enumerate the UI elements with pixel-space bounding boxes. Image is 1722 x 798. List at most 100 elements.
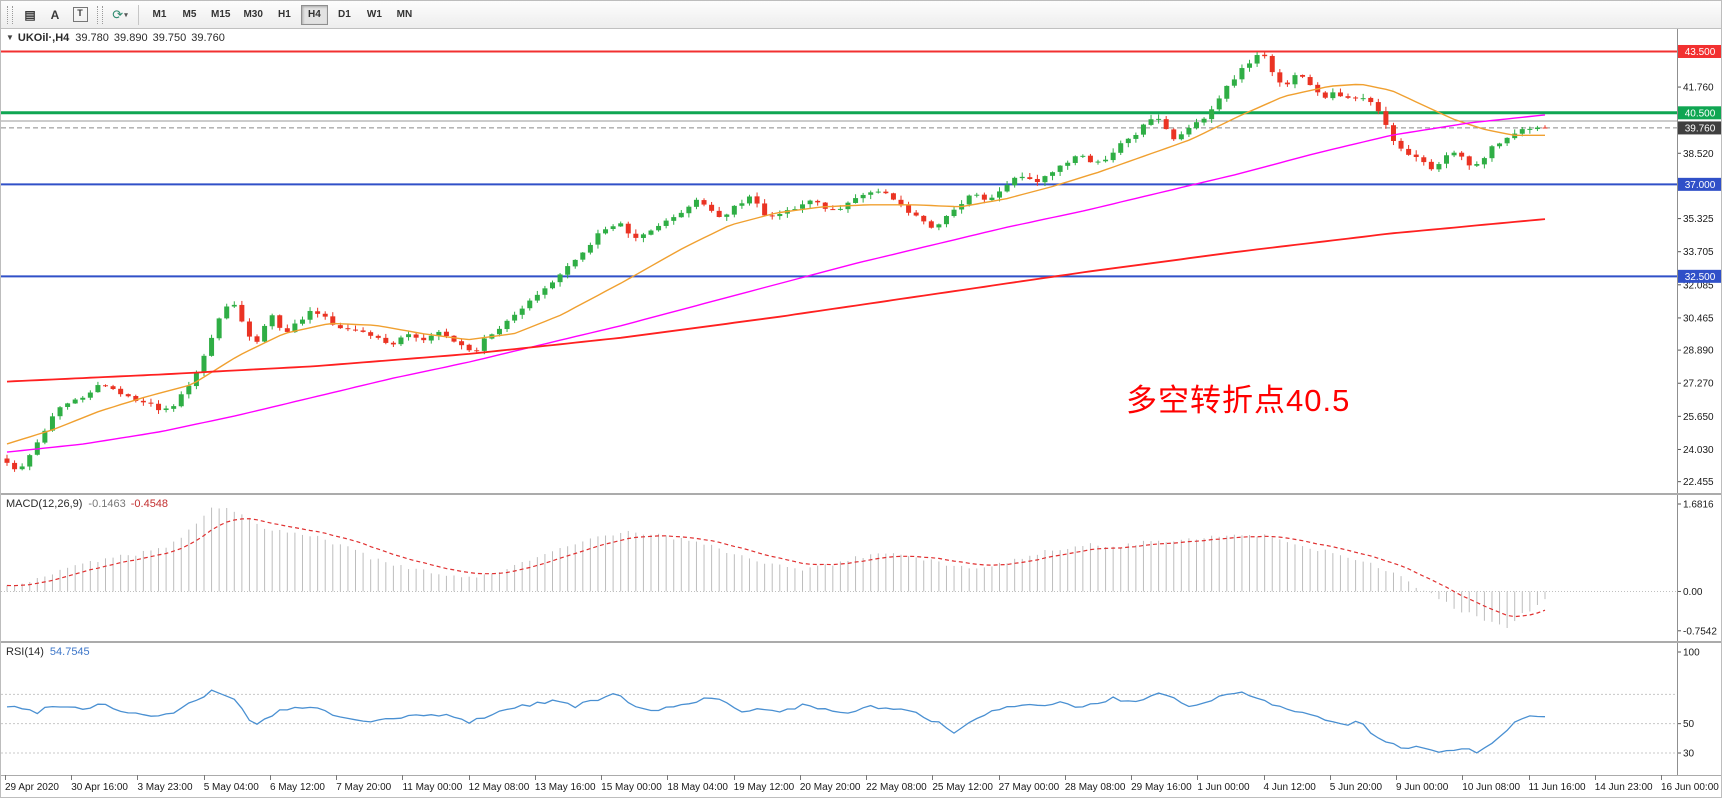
svg-text:40.500: 40.500 [1685, 108, 1716, 119]
panel-splitter[interactable] [1, 493, 1721, 495]
svg-text:1.6816: 1.6816 [1683, 500, 1714, 511]
time-label: 27 May 00:00 [998, 775, 1060, 793]
bar-chart-tool-button[interactable]: ▤ [18, 4, 42, 26]
svg-text:33.705: 33.705 [1683, 247, 1714, 258]
timeframe-button-mn[interactable]: MN [391, 5, 418, 25]
time-label: 19 May 12:00 [733, 775, 795, 793]
timeframe-button-w1[interactable]: W1 [361, 5, 388, 25]
toolbar-grip[interactable] [97, 5, 103, 24]
bar-chart-icon: ▤ [24, 7, 36, 22]
time-label: 30 Apr 16:00 [71, 775, 128, 793]
svg-text:37.000: 37.000 [1685, 180, 1716, 191]
text-annotation-tool-button[interactable]: A [43, 4, 67, 26]
timeframe-button-h4[interactable]: H4 [300, 4, 328, 25]
svg-text:39.760: 39.760 [1685, 123, 1716, 134]
cycle-arrows-icon: ⟳ [112, 6, 124, 22]
timeframe-button-m1[interactable]: M1 [146, 5, 173, 25]
time-label: 16 Jun 00:00 [1661, 775, 1719, 793]
svg-text:25.650: 25.650 [1683, 412, 1714, 423]
time-label: 28 May 08:00 [1064, 775, 1126, 793]
time-label: 13 May 16:00 [534, 775, 596, 793]
price-axis-layer: 41.760 38.520 35.325 33.705 32.085 30.465 28.8… [1677, 44, 1721, 488]
svg-text:28.890: 28.890 [1683, 346, 1714, 357]
timeframe-button-m5[interactable]: M5 [176, 5, 203, 25]
svg-text:41.760: 41.760 [1683, 83, 1714, 94]
svg-text:27.270: 27.270 [1683, 379, 1714, 390]
timeframe-button-m15[interactable]: M15 [206, 5, 235, 25]
time-label: 20 May 20:00 [799, 775, 861, 793]
toolbar: ▤ A T ⟳ ▾ M1 M5 M15 M30 H1 H4 D1 W1 MN [1, 1, 1721, 29]
timeframe-button-h1[interactable]: H1 [271, 5, 298, 25]
time-label: 9 Jun 00:00 [1396, 775, 1449, 793]
svg-text:32.085: 32.085 [1683, 280, 1714, 291]
ohlc-high: 39.890 [113, 32, 148, 44]
label-tool-icon: T [72, 7, 88, 22]
time-label: 10 Jun 08:00 [1462, 775, 1521, 793]
price-axis[interactable] [1678, 29, 1721, 775]
svg-text:32.500: 32.500 [1685, 272, 1716, 283]
time-axis[interactable]: 29 Apr 2020 30 Apr 16:00 3 May 23:00 5 May … [1, 775, 1721, 797]
svg-text:0.00: 0.00 [1683, 587, 1703, 598]
time-label: 7 May 20:00 [336, 775, 392, 793]
time-label: 12 May 08:00 [468, 775, 530, 793]
svg-text:35.325: 35.325 [1683, 214, 1714, 225]
ohlc-open: 39.780 [75, 32, 109, 44]
rsi-name: RSI(14) [6, 646, 44, 658]
macd-main-value: -0.1463 [88, 498, 126, 510]
time-label: 6 May 12:00 [269, 775, 325, 793]
time-label: 22 May 08:00 [866, 775, 927, 793]
svg-text:100: 100 [1683, 648, 1700, 659]
rsi-label: RSI(14) 54.7545 [6, 646, 90, 658]
rsi-line [6, 689, 1546, 754]
rsi-panel: 100 50 30 RSI(14) 54.7545 [1, 643, 1722, 775]
time-label: 29 May 16:00 [1131, 775, 1192, 793]
svg-text:43.500: 43.500 [1685, 47, 1716, 58]
svg-text:24.030: 24.030 [1683, 445, 1714, 456]
rsi-value: 54.7545 [49, 646, 90, 658]
chart-annotation[interactable]: 多空转折点40.5 [1126, 383, 1351, 418]
main-chart-canvas[interactable]: 41.760 38.520 35.325 33.705 32.085 30.465 28.8… [1, 29, 1722, 493]
macd-name: MACD(12,26,9) [6, 498, 83, 510]
svg-text:38.520: 38.520 [1683, 149, 1714, 160]
main-chart-panel: 41.760 38.520 35.325 33.705 32.085 30.465 28.8… [1, 29, 1722, 493]
candles-layer [4, 52, 1548, 472]
svg-text:50: 50 [1683, 719, 1695, 730]
time-label: 15 May 00:00 [601, 775, 662, 793]
time-label: 3 May 23:00 [137, 775, 193, 793]
svg-text:30: 30 [1683, 749, 1695, 760]
macd-canvas[interactable]: 1.6816 0.00 -0.7542 [1, 495, 1722, 641]
timeframe-button-d1[interactable]: D1 [331, 5, 358, 25]
toolbar-separator [138, 4, 139, 25]
ohlc-low: 39.750 [152, 32, 187, 44]
toolbar-grip[interactable] [7, 5, 13, 24]
panel-splitter[interactable] [1, 641, 1721, 643]
symbol-label: UKOil·,H4 [17, 32, 70, 44]
time-label: 25 May 12:00 [932, 775, 993, 793]
text-label-tool-button[interactable]: T [68, 4, 92, 26]
hlines-layer [1, 50, 1677, 278]
axis-separator [1677, 29, 1678, 775]
time-label: 5 Jun 20:00 [1329, 775, 1383, 793]
symbol-dropdown-icon[interactable]: ▼ [6, 33, 14, 42]
time-label: 1 Jun 00:00 [1197, 775, 1250, 793]
time-label: 5 May 04:00 [203, 775, 259, 793]
text-tool-icon: A [50, 7, 60, 22]
time-label: 29 Apr 2020 [5, 775, 59, 793]
time-label: 14 Jun 23:00 [1594, 775, 1653, 793]
macd-histogram-layer [6, 507, 1546, 629]
svg-text:22.455: 22.455 [1683, 477, 1714, 488]
time-label: 4 Jun 12:00 [1263, 775, 1316, 793]
timeframe-button-m30[interactable]: M30 [238, 5, 267, 25]
macd-label: MACD(12,26,9) -0.1463 -0.4548 [6, 498, 168, 510]
macd-signal-value: -0.4548 [130, 498, 169, 510]
moving-averages-layer [6, 83, 1546, 453]
svg-text:-0.7542: -0.7542 [1683, 626, 1717, 637]
chart-title: ▼ UKOil·,H4 39.780 39.890 39.750 39.760 [6, 32, 230, 44]
ma-mid-magenta [6, 114, 1546, 453]
rsi-canvas[interactable]: 100 50 30 [1, 643, 1722, 775]
cycle-symbols-button[interactable]: ⟳ ▾ [108, 4, 132, 26]
macd-signal-line [6, 518, 1546, 618]
macd-panel: 1.6816 0.00 -0.7542 MACD(12,26,9) -0.1463 -0… [1, 495, 1722, 641]
ma-fast-orange [6, 83, 1545, 445]
